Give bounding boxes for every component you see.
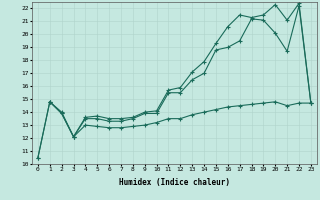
X-axis label: Humidex (Indice chaleur): Humidex (Indice chaleur) [119, 178, 230, 187]
